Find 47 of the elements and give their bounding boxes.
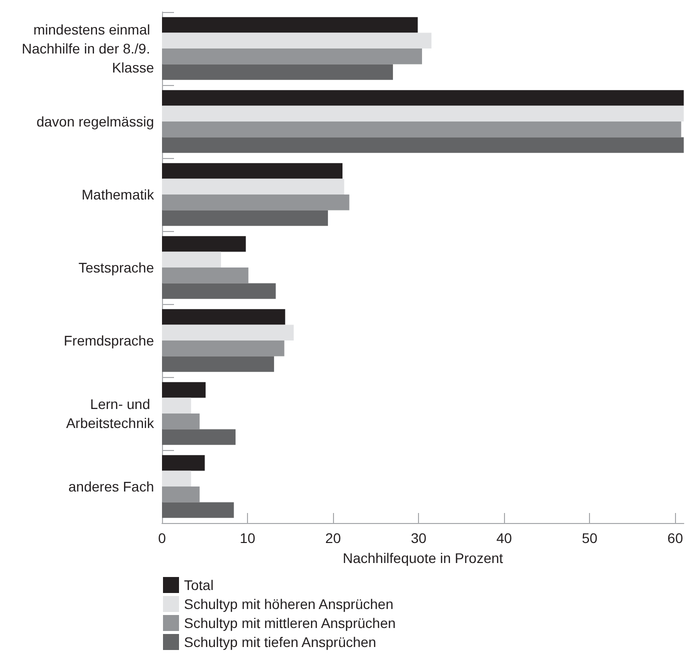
y-tick-label: Fremdsprache bbox=[64, 332, 154, 348]
bar bbox=[162, 236, 246, 252]
bar bbox=[162, 137, 684, 153]
bar bbox=[162, 122, 682, 138]
y-tick-label: anderes Fach bbox=[68, 478, 154, 494]
y-tick-label: Testsprache bbox=[78, 260, 154, 276]
legend-label: Total bbox=[184, 577, 214, 593]
bar bbox=[162, 268, 248, 284]
y-tick-label: Mathematik bbox=[82, 186, 155, 202]
bar bbox=[162, 502, 234, 518]
bar bbox=[162, 324, 294, 340]
x-tick-label: 40 bbox=[496, 530, 512, 546]
bar bbox=[162, 470, 192, 486]
bar bbox=[162, 32, 432, 48]
x-tick-label: 50 bbox=[582, 530, 598, 546]
bar bbox=[162, 486, 200, 502]
bar bbox=[162, 17, 418, 33]
bar bbox=[162, 90, 684, 106]
bar bbox=[162, 429, 236, 445]
bar bbox=[162, 64, 393, 80]
x-tick-label: 20 bbox=[325, 530, 342, 546]
bar bbox=[162, 163, 342, 179]
bar bbox=[162, 48, 422, 64]
legend-label: Schultyp mit tiefen Ansprüchen bbox=[184, 634, 376, 650]
y-tick-label: davon regelmässig bbox=[36, 114, 154, 130]
bar bbox=[162, 178, 344, 194]
bar bbox=[162, 382, 206, 398]
x-tick-label: 10 bbox=[240, 530, 256, 546]
legend-label: Schultyp mit höheren Ansprüchen bbox=[184, 596, 394, 612]
bar bbox=[162, 194, 350, 210]
y-tick-label: mindestens einmal Nachhilfe in der 8./9. Klasse bbox=[22, 22, 154, 76]
x-tick-label: 60 bbox=[667, 530, 684, 546]
legend-label: Schultyp mit mittleren Ansprüchen bbox=[184, 615, 396, 631]
bar bbox=[162, 356, 274, 372]
x-tick-label: 30 bbox=[410, 530, 427, 546]
y-tick-label: Lern- und Arbeitstechnik bbox=[66, 396, 155, 431]
x-tick-label: 0 bbox=[158, 530, 166, 546]
bar bbox=[162, 283, 276, 299]
bar bbox=[162, 106, 684, 122]
bar bbox=[162, 252, 222, 268]
bar bbox=[162, 309, 286, 325]
bar bbox=[162, 455, 205, 471]
bar bbox=[162, 414, 200, 430]
bar bbox=[162, 210, 328, 226]
bar bbox=[162, 398, 192, 414]
bar bbox=[162, 340, 284, 356]
x-axis-title: Nachhilfequote in Prozent bbox=[342, 550, 504, 566]
